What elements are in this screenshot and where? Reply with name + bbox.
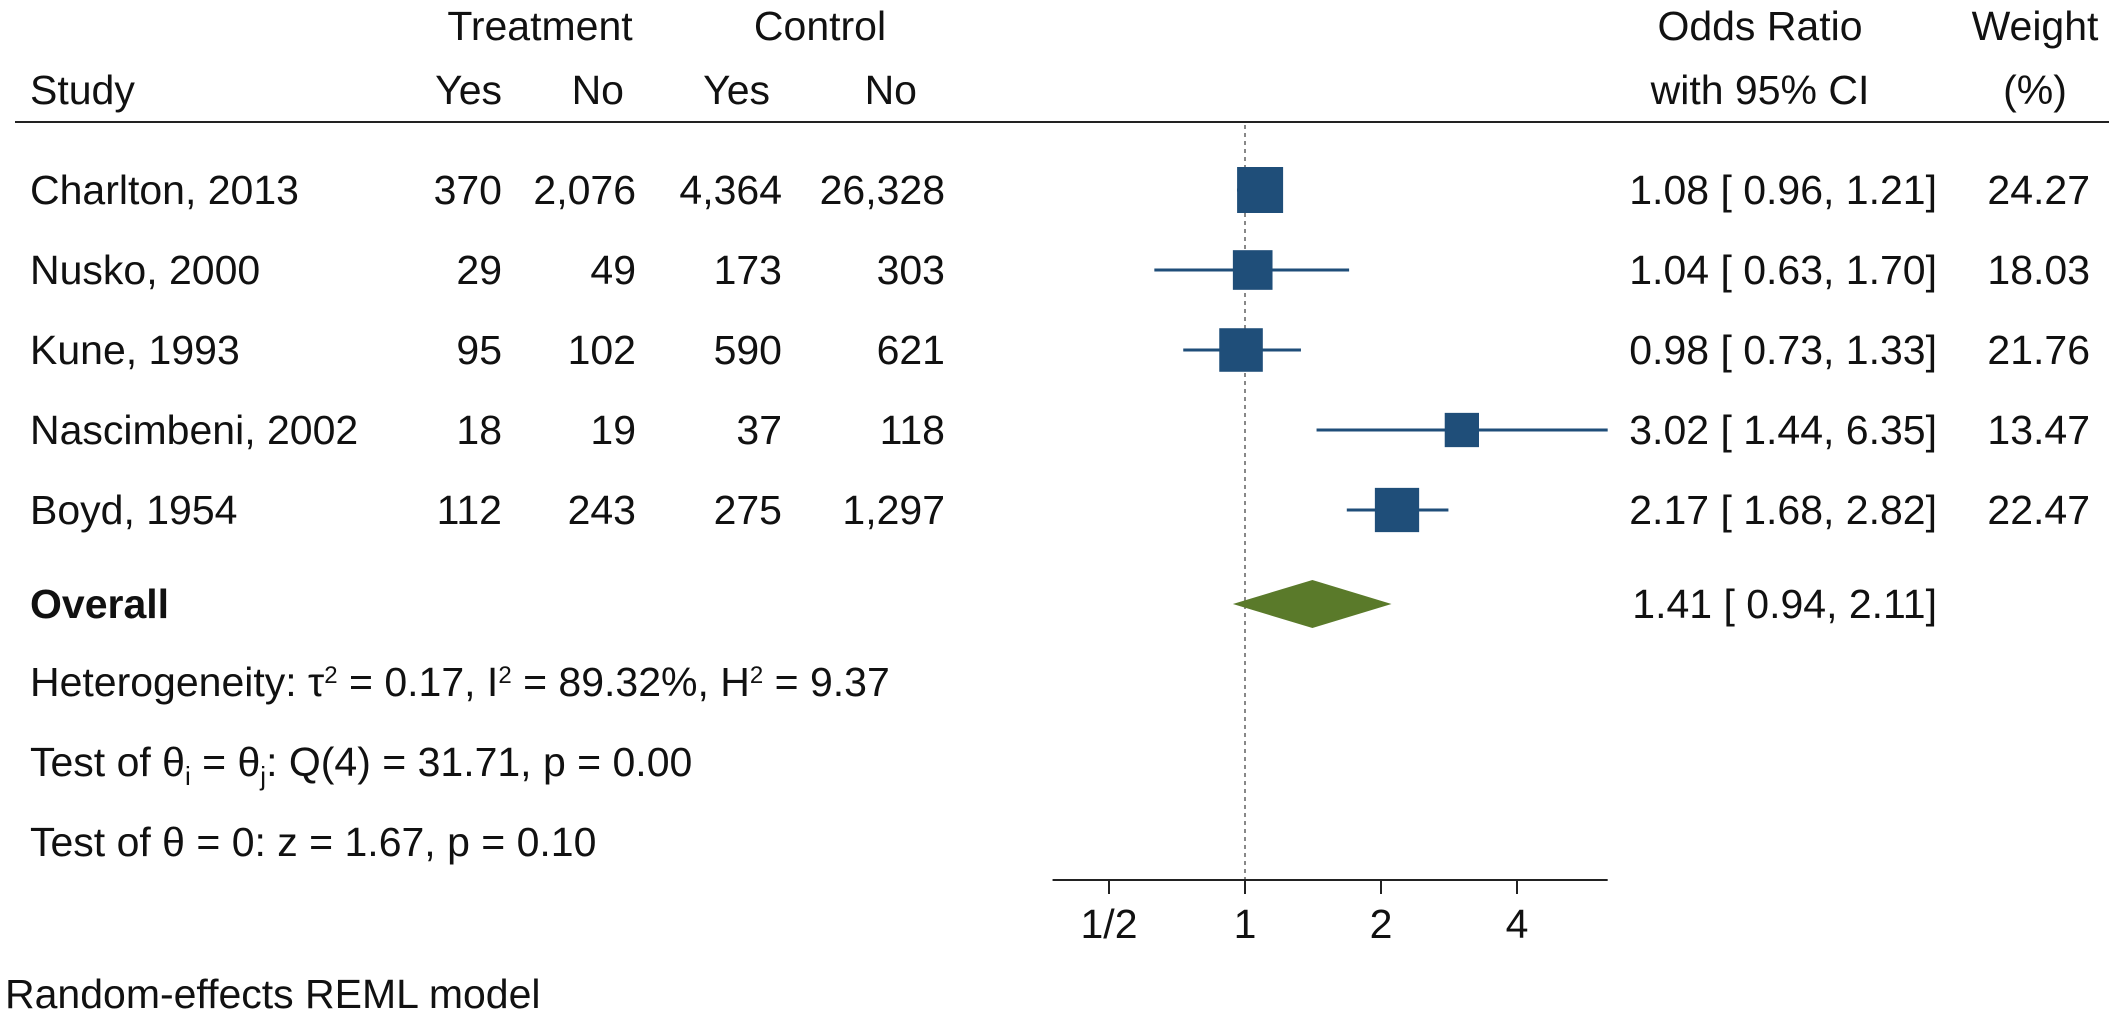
test1-a: Test of θ <box>30 739 185 785</box>
het-prefix: Heterogeneity: τ <box>30 659 325 705</box>
header-weight-line2: (%) <box>2003 67 2067 113</box>
effect-marker <box>1219 328 1263 372</box>
odds-ratio-ci: 1.04 [ 0.63, 1.70] <box>1629 247 1937 293</box>
header-or-line1: Odds Ratio <box>1657 3 1863 49</box>
treatment-yes: 18 <box>456 407 502 453</box>
x-tick-label: 1 <box>1234 901 1257 947</box>
treatment-yes: 95 <box>456 327 502 373</box>
header-treatment: Treatment <box>447 3 633 49</box>
homogeneity-test: Test of θi = θj: Q(4) = 31.71, p = 0.00 <box>30 738 692 800</box>
overall-ci: 1.41 [ 0.94, 2.11] <box>1632 581 1937 627</box>
control-yes: 37 <box>736 407 782 453</box>
het-i-sup: 2 <box>498 662 512 689</box>
control-no: 303 <box>876 247 945 293</box>
control-yes: 590 <box>713 327 782 373</box>
study-name: Charlton, 2013 <box>30 167 299 213</box>
treatment-no: 243 <box>567 487 636 533</box>
study-name: Boyd, 1954 <box>30 487 238 533</box>
footnote: Random-effects REML model <box>5 971 541 1017</box>
effect-marker <box>1232 250 1273 290</box>
control-no: 118 <box>879 407 945 453</box>
weight: 24.27 <box>1987 167 2090 213</box>
header-control: Control <box>753 3 887 49</box>
overall-label: Overall <box>30 581 170 627</box>
odds-ratio-ci: 1.08 [ 0.96, 1.21] <box>1629 167 1937 213</box>
control-no: 621 <box>876 327 945 373</box>
header-or-line2: with 95% CI <box>1650 67 1870 113</box>
x-tick-label: 1/2 <box>1081 901 1138 947</box>
test1-sub-i: i <box>184 761 191 792</box>
header-treatment-yes: Yes <box>435 67 502 113</box>
x-tick-label: 2 <box>1370 901 1393 947</box>
test1-b: = θ <box>190 739 261 785</box>
header-divider <box>15 121 2109 123</box>
control-yes: 173 <box>713 247 782 293</box>
treatment-no: 19 <box>590 407 636 453</box>
header-study: Study <box>30 67 135 113</box>
odds-ratio-ci: 0.98 [ 0.73, 1.33] <box>1629 327 1937 373</box>
odds-ratio-ci: 3.02 [ 1.44, 6.35] <box>1629 407 1937 453</box>
treatment-no: 49 <box>590 247 636 293</box>
treatment-no: 2,076 <box>533 167 636 213</box>
control-yes: 275 <box>713 487 782 533</box>
effect-marker <box>1237 167 1284 213</box>
overall-diamond <box>1232 580 1392 628</box>
header-treatment-no: No <box>571 67 624 113</box>
overall-effect-test: Test of θ = 0: z = 1.67, p = 0.10 <box>30 819 597 865</box>
weight: 13.47 <box>1987 407 2090 453</box>
study-name: Nascimbeni, 2002 <box>30 407 359 453</box>
study-name: Nusko, 2000 <box>30 247 261 293</box>
header-control-yes: Yes <box>703 67 770 113</box>
control-no: 26,328 <box>819 167 945 213</box>
control-no: 1,297 <box>842 487 945 533</box>
header-weight-line1: Weight <box>1971 3 2099 49</box>
header-control-no: No <box>864 67 917 113</box>
treatment-yes: 29 <box>456 247 502 293</box>
het-end: = 9.37 <box>763 659 890 705</box>
heterogeneity-stats: Heterogeneity: τ2 = 0.17, I2 = 89.32%, H… <box>30 658 890 706</box>
treatment-no: 102 <box>567 327 636 373</box>
test1-c: : Q(4) = 31.71, p = 0.00 <box>266 739 693 785</box>
control-yes: 4,364 <box>679 167 782 213</box>
treatment-yes: 370 <box>433 167 502 213</box>
weight: 21.76 <box>1987 327 2090 373</box>
het-h-sup: 2 <box>749 662 764 689</box>
effect-marker <box>1444 412 1479 448</box>
het-tau-sup: 2 <box>324 662 338 689</box>
study-name: Kune, 1993 <box>30 327 240 373</box>
x-tick-label: 4 <box>1506 901 1529 947</box>
odds-ratio-ci: 2.17 [ 1.68, 2.82] <box>1629 487 1937 533</box>
het-mid1: = 0.17, I <box>337 659 499 705</box>
weight: 18.03 <box>1987 247 2090 293</box>
effect-marker <box>1374 487 1420 533</box>
treatment-yes: 112 <box>436 487 502 533</box>
test1-sub-j: j <box>260 761 267 792</box>
weight: 22.47 <box>1987 487 2090 533</box>
het-mid2: = 89.32%, H <box>511 659 750 705</box>
